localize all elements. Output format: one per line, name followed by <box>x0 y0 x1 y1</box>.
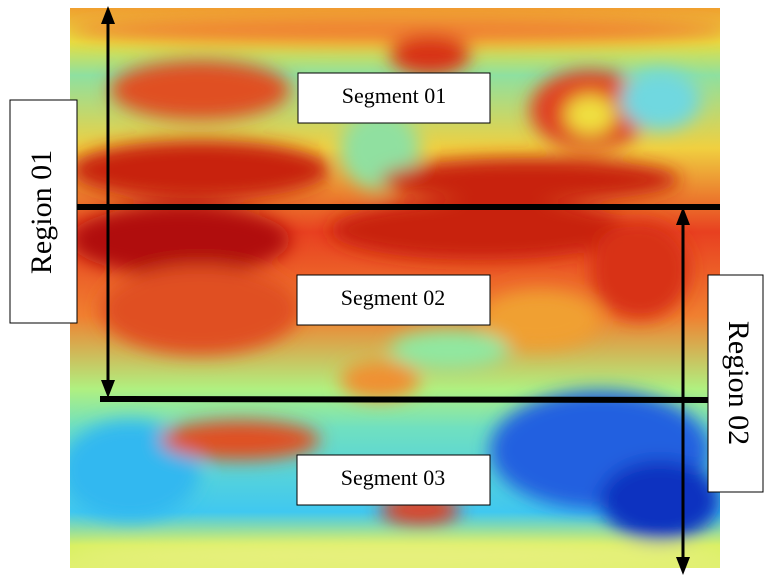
region-label: Region 01 <box>25 150 58 274</box>
region-label: Region 02 <box>722 321 755 445</box>
segment-label: Segment 03 <box>341 465 446 490</box>
divider <box>100 399 710 400</box>
segment-label: Segment 02 <box>341 285 446 310</box>
segment-label: Segment 01 <box>342 83 447 108</box>
figure: Segment 01 Segment 02 Segment 03 Region … <box>0 0 764 575</box>
